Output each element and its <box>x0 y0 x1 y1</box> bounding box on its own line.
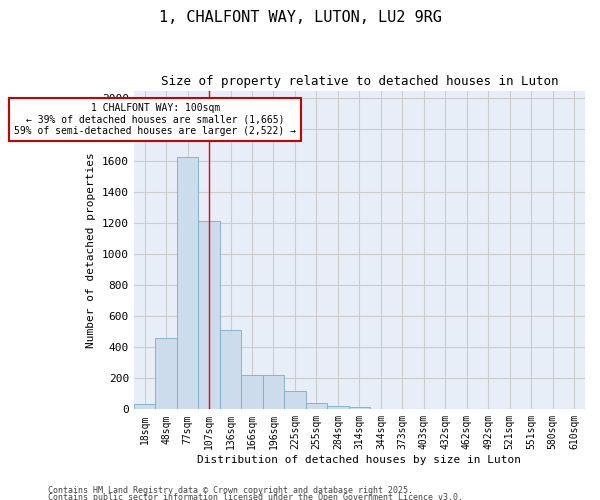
Text: Contains HM Land Registry data © Crown copyright and database right 2025.: Contains HM Land Registry data © Crown c… <box>48 486 413 495</box>
Bar <box>134 404 155 409</box>
Bar <box>263 375 284 410</box>
Bar <box>177 156 199 410</box>
Bar <box>199 221 220 410</box>
Bar <box>306 403 327 409</box>
Text: 1 CHALFONT WAY: 100sqm
← 39% of detached houses are smaller (1,665)
59% of semi-: 1 CHALFONT WAY: 100sqm ← 39% of detached… <box>14 103 296 136</box>
Title: Size of property relative to detached houses in Luton: Size of property relative to detached ho… <box>161 75 558 88</box>
Text: Contains public sector information licensed under the Open Government Licence v3: Contains public sector information licen… <box>48 494 463 500</box>
Bar <box>327 406 349 409</box>
Bar <box>155 338 177 409</box>
Bar <box>220 330 241 409</box>
Text: 1, CHALFONT WAY, LUTON, LU2 9RG: 1, CHALFONT WAY, LUTON, LU2 9RG <box>158 10 442 25</box>
Bar <box>349 407 370 410</box>
Y-axis label: Number of detached properties: Number of detached properties <box>86 152 97 348</box>
Bar <box>284 390 306 409</box>
X-axis label: Distribution of detached houses by size in Luton: Distribution of detached houses by size … <box>197 455 521 465</box>
Bar <box>241 375 263 410</box>
